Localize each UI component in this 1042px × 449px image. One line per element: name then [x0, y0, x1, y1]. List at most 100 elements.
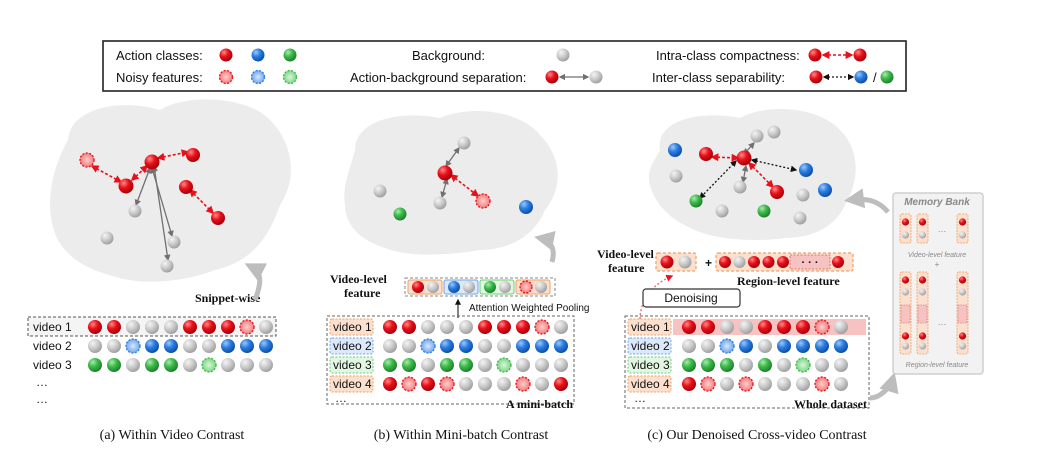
legend-intra-class-label: Intra-class compactness:	[656, 48, 800, 63]
action-dot-red	[221, 320, 235, 334]
relation-arrow	[134, 166, 152, 207]
background-dot	[535, 281, 547, 293]
background-dot	[958, 342, 967, 350]
background-dot	[758, 377, 772, 391]
background-dot	[777, 358, 791, 372]
memory-bank-title: Memory Bank	[904, 197, 970, 208]
action-dot-red	[682, 320, 696, 334]
ellipsis: …	[36, 392, 48, 406]
action-dot-green	[283, 48, 297, 62]
background-dot	[834, 358, 848, 372]
row-label-box	[329, 375, 374, 393]
row-label-box	[627, 318, 672, 336]
relation-arrow	[710, 153, 740, 162]
background-dot	[259, 320, 273, 334]
background-dot	[183, 358, 197, 372]
memory-video-level-label: Video-level feature	[908, 252, 966, 259]
background-dot	[478, 358, 492, 372]
background-dot	[715, 204, 729, 218]
legend-noisy-features-label: Noisy features:	[116, 70, 203, 85]
background-dot	[107, 339, 121, 353]
background-dot	[918, 342, 927, 350]
background-dot	[918, 288, 927, 296]
action-dot-red	[88, 320, 102, 334]
action-dot-blue	[799, 163, 813, 177]
row-label-box	[627, 337, 672, 355]
background-dot	[373, 184, 387, 198]
noisy-dot-blue	[125, 338, 141, 354]
memory-pointer-arrow	[844, 188, 890, 214]
background-dot	[918, 231, 927, 239]
action-dot-green	[402, 358, 416, 372]
row-label-box	[627, 356, 672, 374]
panel-a: Snippet-wise video 1 video 2 video 3 … … (a) W…	[27, 148, 277, 443]
background-dot	[478, 377, 492, 391]
legend: Action classes: Noisy features: Background…	[116, 48, 894, 85]
action-dot-red	[918, 276, 927, 284]
background-dot	[128, 204, 142, 218]
memory-plus: +	[935, 260, 940, 269]
action-dot-red	[901, 218, 910, 226]
action-dot-red	[383, 320, 397, 334]
legend-slash: /	[873, 70, 877, 85]
background-dot	[678, 255, 692, 269]
background-dot	[901, 288, 910, 296]
action-dot-green	[459, 358, 473, 372]
background-dot	[100, 231, 114, 245]
row-label-video-3: video 3	[631, 358, 670, 372]
background-dot	[958, 288, 967, 296]
action-dot-blue	[815, 339, 829, 353]
background-dot	[535, 377, 549, 391]
action-dot-green	[682, 358, 696, 372]
noisy-dot-red	[534, 319, 550, 335]
memory-ellipsis: …	[938, 317, 947, 327]
noisy-dot-red	[239, 319, 255, 335]
legend-inter-class-label: Inter-class separability:	[652, 70, 785, 85]
background-dot	[160, 259, 174, 273]
background-dot	[733, 180, 747, 194]
action-dot-blue	[554, 339, 568, 353]
video-level-feature-label-line2: feature	[344, 286, 381, 300]
dataset-pointer-arrow	[869, 372, 899, 401]
action-dot-blue	[535, 339, 549, 353]
row-label-video-3: video 3	[33, 358, 72, 372]
action-dot-red	[777, 320, 791, 334]
action-dot-red	[699, 147, 713, 161]
denoising-box	[642, 288, 741, 308]
plus-sign: +	[705, 256, 712, 270]
legend-action-background-separation-label: Action-background separation:	[350, 70, 526, 85]
action-dot-red	[901, 276, 910, 284]
action-dot-blue	[668, 143, 682, 157]
row-label-box	[329, 356, 374, 374]
background-dot	[777, 377, 791, 391]
caption-b: (b) Within Mini-batch Contrast	[374, 428, 549, 443]
background-dot	[433, 196, 447, 210]
relation-arrow	[440, 177, 449, 199]
action-dot-red	[719, 256, 731, 268]
snippet-wise-label: Snippet-wise	[195, 291, 261, 305]
noisy-dot-green	[496, 357, 512, 373]
action-dot-red	[383, 377, 397, 391]
action-dot-red	[516, 320, 530, 334]
noisy-dot-red	[439, 376, 455, 392]
relation-arrow	[156, 149, 190, 161]
background-dot	[733, 256, 746, 268]
background-dot	[758, 339, 772, 353]
action-dot-blue	[834, 339, 848, 353]
action-dot-red	[211, 211, 225, 225]
background-dot	[497, 377, 511, 391]
background-dot	[402, 339, 416, 353]
action-dot-blue	[519, 200, 533, 214]
whole-dataset-box	[624, 315, 870, 409]
ellipsis: …	[634, 391, 646, 405]
noisy-dot-red	[738, 376, 754, 392]
feature-cloud-b	[344, 111, 558, 255]
action-dot-green	[757, 204, 771, 218]
action-dot-green	[720, 358, 734, 372]
action-dot-red	[958, 332, 967, 340]
action-dot-blue	[459, 339, 473, 353]
ellipsis: …	[335, 391, 347, 405]
action-dot-red	[777, 256, 789, 268]
